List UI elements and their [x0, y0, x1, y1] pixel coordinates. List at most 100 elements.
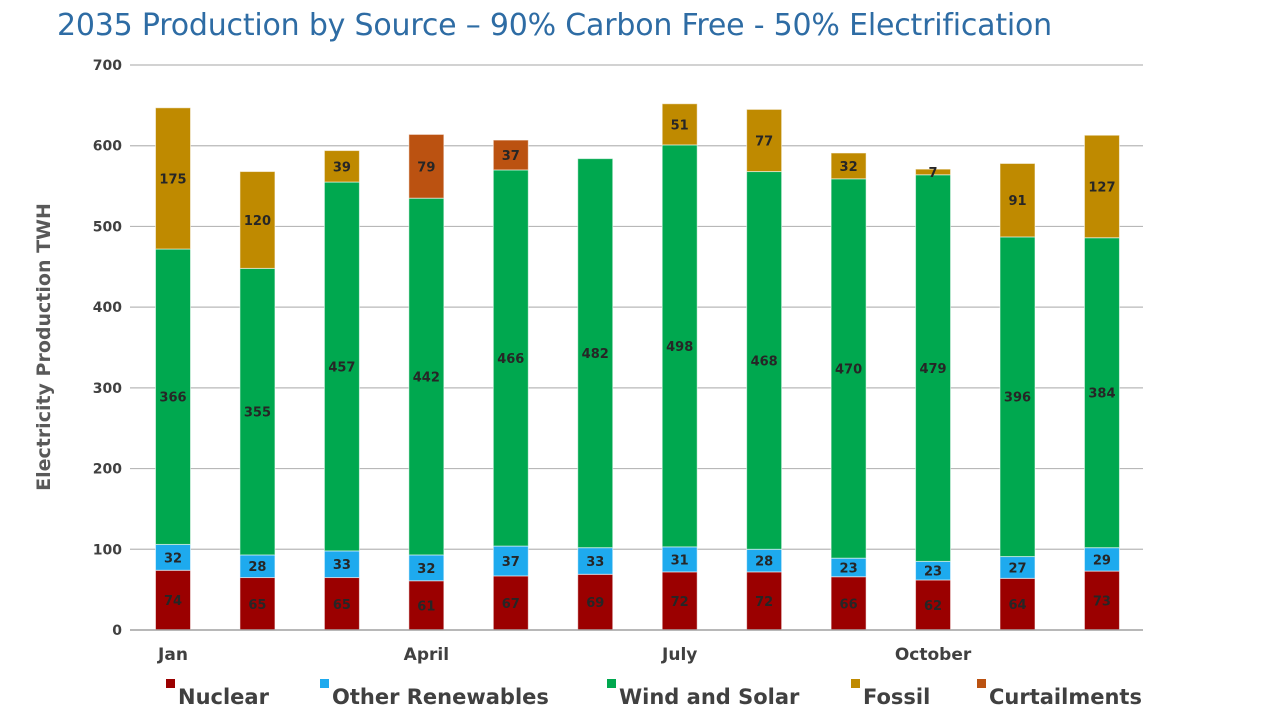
- data-label: 73: [1093, 595, 1111, 610]
- bar-segment: [408, 554, 445, 582]
- data-label: 37: [502, 149, 520, 164]
- data-label: 39: [333, 160, 351, 175]
- x-tick-label: April: [404, 645, 449, 665]
- bar-segment: [492, 169, 529, 547]
- data-label: 120: [244, 214, 271, 229]
- data-label: 28: [755, 555, 773, 570]
- bar-segment: [1083, 570, 1120, 631]
- legend-swatch: [851, 679, 860, 688]
- data-label: 482: [582, 347, 609, 362]
- data-label: 66: [840, 597, 858, 612]
- data-label: 67: [502, 597, 520, 612]
- data-label: 127: [1088, 180, 1115, 195]
- data-label: 65: [248, 598, 266, 613]
- y-tick-label: 100: [93, 542, 122, 558]
- data-label: 91: [1008, 194, 1026, 209]
- bar-segment: [492, 139, 529, 171]
- data-label: 29: [1093, 553, 1111, 568]
- data-label: 74: [164, 594, 182, 609]
- bar-segment: [915, 168, 952, 176]
- data-label: 7: [929, 166, 938, 181]
- bar-segment: [239, 171, 276, 269]
- bar-segment: [577, 158, 614, 549]
- bar-segment: [577, 573, 614, 631]
- data-label: 27: [1008, 561, 1026, 576]
- bar-segment: [661, 103, 698, 146]
- data-label: 72: [755, 595, 773, 610]
- data-label: 442: [413, 371, 440, 386]
- data-label: 28: [248, 560, 266, 575]
- legend-swatch: [166, 679, 175, 688]
- data-label: 175: [159, 172, 186, 187]
- data-label: 479: [919, 362, 946, 377]
- data-label: 79: [417, 160, 435, 175]
- y-tick-label: 200: [93, 462, 122, 478]
- y-tick-label: 400: [93, 300, 122, 316]
- data-label: 72: [671, 595, 689, 610]
- bar-segment: [999, 162, 1036, 238]
- x-tick-label: October: [895, 645, 972, 665]
- legend-swatch: [607, 679, 616, 688]
- bar-segment: [746, 108, 783, 173]
- bar-segment: [1083, 134, 1120, 239]
- legend-label: Wind and Solar: [619, 685, 800, 709]
- data-label: 366: [159, 391, 186, 406]
- data-label: 31: [671, 553, 689, 568]
- data-label: 61: [417, 599, 435, 614]
- y-tick-label: 500: [93, 219, 122, 235]
- bar-segment: [1083, 237, 1120, 549]
- data-label: 384: [1088, 387, 1115, 402]
- bar-segment: [155, 569, 191, 631]
- data-label: 32: [164, 551, 182, 566]
- y-tick-label: 300: [93, 381, 122, 397]
- x-tick-label: Jan: [157, 645, 188, 665]
- bar-segment: [408, 133, 445, 199]
- bar-segment: [155, 543, 191, 571]
- legend-label: Fossil: [863, 685, 930, 709]
- data-label: 69: [586, 596, 604, 611]
- data-label: 23: [924, 565, 942, 580]
- legend-swatch: [320, 679, 329, 688]
- bar-segment: [661, 144, 698, 548]
- data-label: 65: [333, 598, 351, 613]
- bar-segment: [323, 150, 360, 183]
- data-label: 37: [502, 555, 520, 570]
- bar-segment: [239, 577, 276, 631]
- data-label: 498: [666, 340, 693, 355]
- legend-label: Nuclear: [178, 685, 270, 709]
- y-tick-label: 700: [93, 58, 122, 74]
- legend-label: Other Renewables: [332, 685, 549, 709]
- bar-segment: [830, 152, 867, 180]
- data-label: 77: [755, 134, 773, 149]
- legend-label: Curtailments: [989, 685, 1142, 709]
- data-label: 33: [586, 555, 604, 570]
- data-label: 33: [333, 558, 351, 573]
- data-label: 64: [1008, 598, 1026, 613]
- data-label: 23: [840, 561, 858, 576]
- bar-segment: [746, 571, 783, 631]
- x-tick-label: July: [661, 645, 697, 665]
- bar-segment: [661, 571, 698, 631]
- data-label: 355: [244, 406, 271, 421]
- data-label: 32: [840, 160, 858, 175]
- y-tick-label: 0: [112, 623, 122, 639]
- data-label: 32: [417, 562, 435, 577]
- bar-segment: [492, 575, 529, 631]
- data-label: 51: [671, 118, 689, 133]
- data-label: 468: [751, 354, 778, 369]
- bar-segment: [155, 107, 191, 250]
- bar-segment: [746, 171, 783, 550]
- data-label: 457: [328, 360, 355, 375]
- y-tick-label: 600: [93, 139, 122, 155]
- bar-segment: [155, 248, 191, 545]
- bar-segment: [915, 174, 952, 562]
- chart-title: 2035 Production by Source – 90% Carbon F…: [57, 8, 1052, 43]
- legend-swatch: [977, 679, 986, 688]
- data-label: 466: [497, 352, 524, 367]
- data-label: 396: [1004, 391, 1031, 406]
- data-label: 470: [835, 362, 862, 377]
- bar-segment: [323, 181, 360, 552]
- data-label: 62: [924, 599, 942, 614]
